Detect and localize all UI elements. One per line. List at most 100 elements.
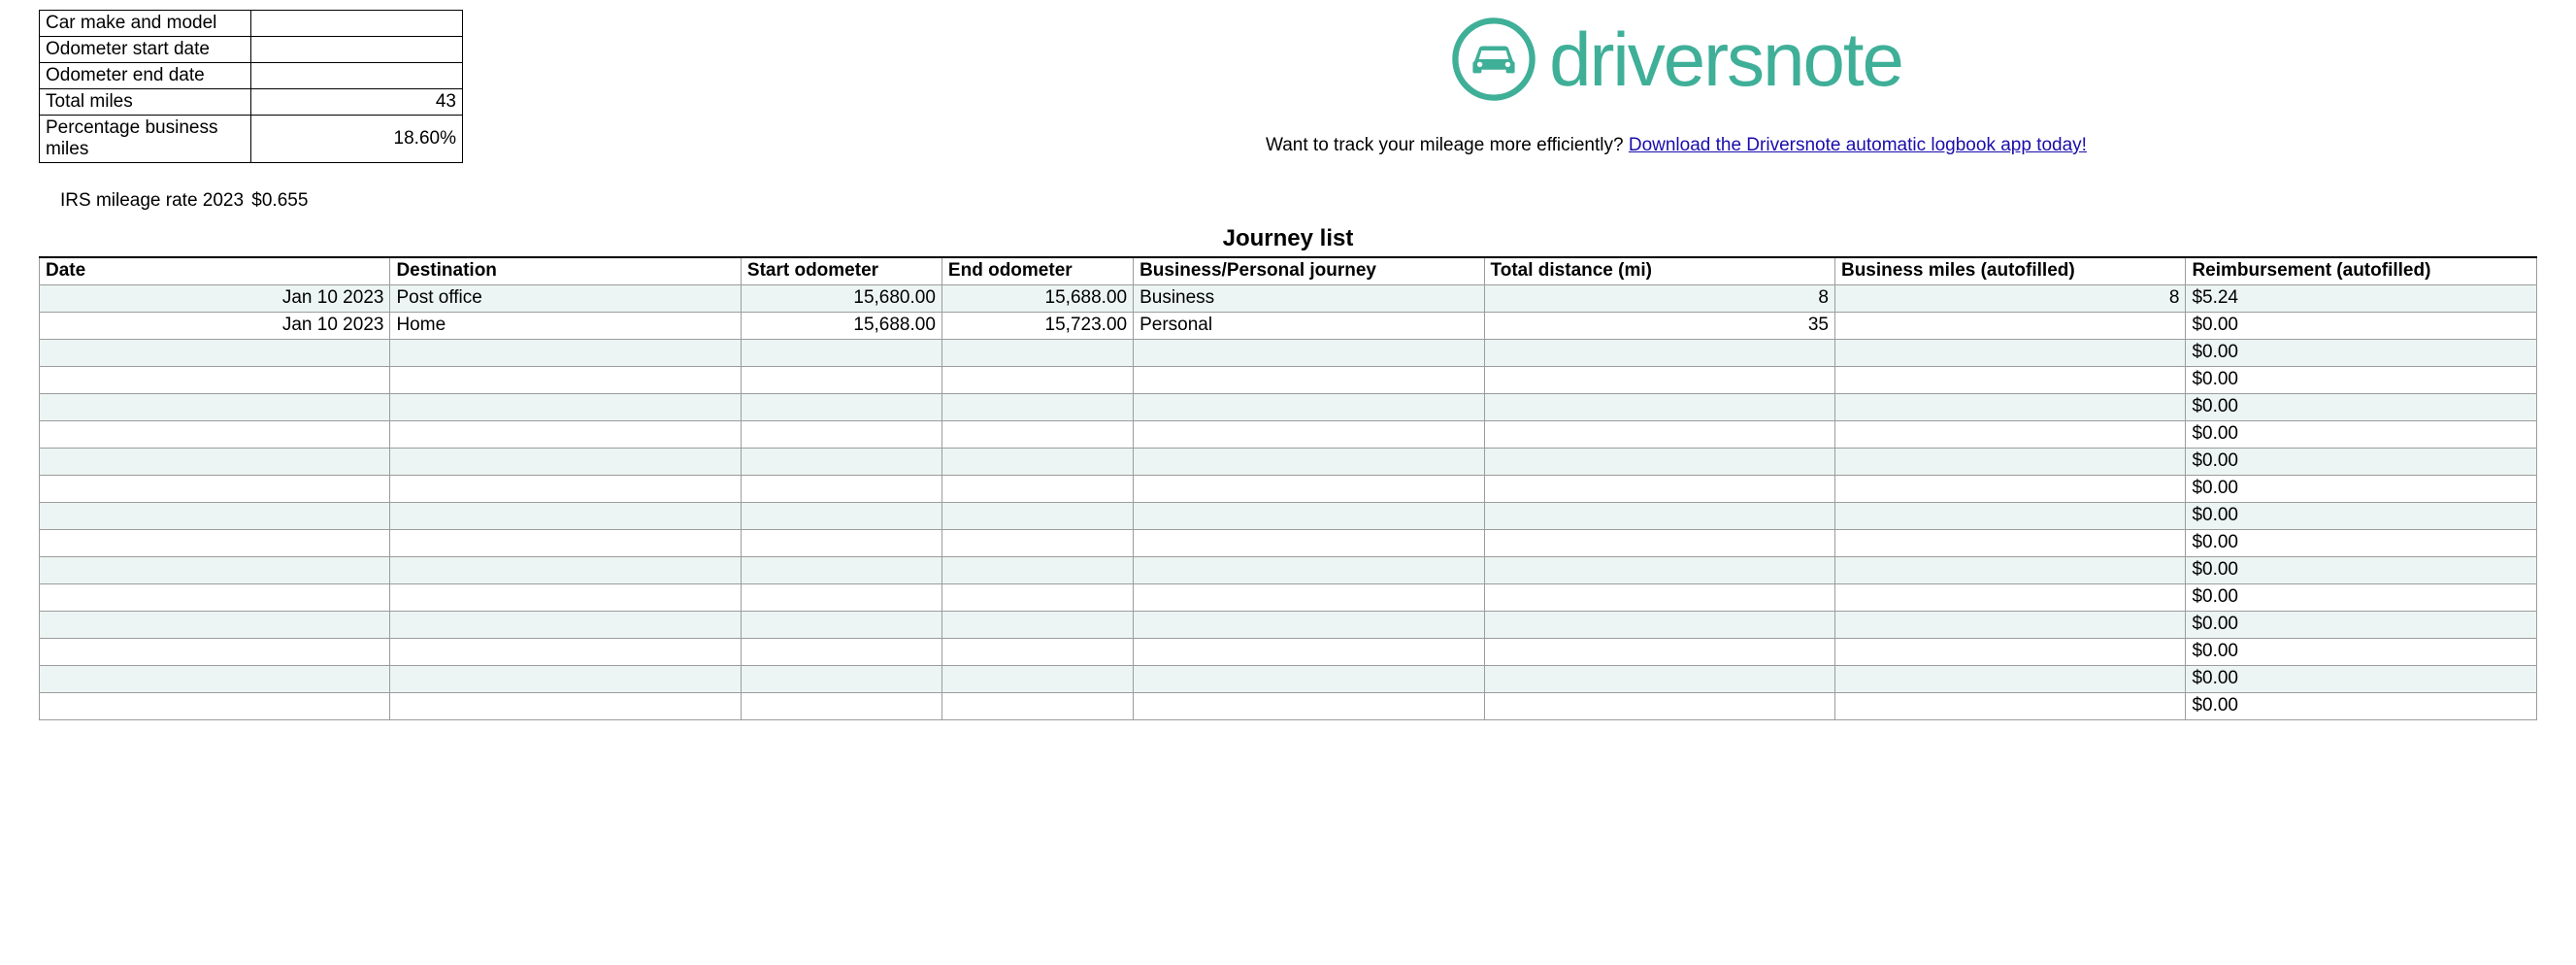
journey-cell-end[interactable] xyxy=(941,366,1133,393)
journey-cell-date[interactable] xyxy=(40,529,390,556)
journey-cell-start[interactable] xyxy=(741,393,941,420)
journey-cell-dest[interactable] xyxy=(390,638,741,665)
journey-cell-type[interactable] xyxy=(1134,420,1484,448)
journey-cell-bmiles[interactable] xyxy=(1834,366,2185,393)
journey-cell-type[interactable] xyxy=(1134,502,1484,529)
journey-cell-start[interactable] xyxy=(741,583,941,611)
journey-cell-start[interactable] xyxy=(741,475,941,502)
journey-cell-date[interactable] xyxy=(40,475,390,502)
journey-cell-dist[interactable] xyxy=(1484,448,1834,475)
journey-cell-reimb[interactable]: $0.00 xyxy=(2186,339,2537,366)
journey-cell-reimb[interactable]: $0.00 xyxy=(2186,556,2537,583)
journey-cell-bmiles[interactable] xyxy=(1834,420,2185,448)
journey-cell-dist[interactable] xyxy=(1484,502,1834,529)
journey-cell-bmiles[interactable] xyxy=(1834,556,2185,583)
journey-cell-type[interactable] xyxy=(1134,475,1484,502)
journey-cell-date[interactable] xyxy=(40,665,390,692)
journey-cell-bmiles[interactable] xyxy=(1834,502,2185,529)
journey-cell-reimb[interactable]: $0.00 xyxy=(2186,611,2537,638)
journey-cell-date[interactable] xyxy=(40,611,390,638)
journey-cell-dest[interactable] xyxy=(390,583,741,611)
journey-cell-reimb[interactable]: $0.00 xyxy=(2186,448,2537,475)
journey-cell-reimb[interactable]: $0.00 xyxy=(2186,529,2537,556)
journey-cell-start[interactable] xyxy=(741,448,941,475)
journey-cell-bmiles[interactable] xyxy=(1834,665,2185,692)
journey-cell-date[interactable] xyxy=(40,556,390,583)
journey-cell-type[interactable] xyxy=(1134,611,1484,638)
journey-cell-dest[interactable]: Post office xyxy=(390,284,741,312)
journey-cell-dest[interactable] xyxy=(390,475,741,502)
journey-cell-dist[interactable] xyxy=(1484,366,1834,393)
journey-cell-dist[interactable] xyxy=(1484,556,1834,583)
journey-cell-bmiles[interactable] xyxy=(1834,393,2185,420)
journey-cell-type[interactable] xyxy=(1134,339,1484,366)
journey-cell-type[interactable] xyxy=(1134,529,1484,556)
journey-cell-reimb[interactable]: $0.00 xyxy=(2186,583,2537,611)
journey-cell-reimb[interactable]: $0.00 xyxy=(2186,502,2537,529)
journey-cell-reimb[interactable]: $0.00 xyxy=(2186,420,2537,448)
journey-cell-dist[interactable]: 8 xyxy=(1484,284,1834,312)
journey-cell-date[interactable] xyxy=(40,339,390,366)
journey-cell-reimb[interactable]: $0.00 xyxy=(2186,638,2537,665)
journey-cell-reimb[interactable]: $0.00 xyxy=(2186,692,2537,719)
journey-cell-dest[interactable] xyxy=(390,393,741,420)
journey-cell-date[interactable] xyxy=(40,638,390,665)
journey-cell-end[interactable] xyxy=(941,665,1133,692)
journey-cell-date[interactable] xyxy=(40,393,390,420)
journey-cell-reimb[interactable]: $0.00 xyxy=(2186,366,2537,393)
journey-cell-dist[interactable] xyxy=(1484,665,1834,692)
info-value-cell[interactable] xyxy=(251,37,463,63)
journey-cell-end[interactable] xyxy=(941,611,1133,638)
journey-cell-dist[interactable] xyxy=(1484,692,1834,719)
journey-cell-bmiles[interactable] xyxy=(1834,475,2185,502)
journey-cell-bmiles[interactable] xyxy=(1834,339,2185,366)
journey-cell-reimb[interactable]: $5.24 xyxy=(2186,284,2537,312)
journey-cell-start[interactable] xyxy=(741,339,941,366)
journey-cell-date[interactable]: Jan 10 2023 xyxy=(40,312,390,339)
journey-cell-start[interactable] xyxy=(741,420,941,448)
journey-cell-dist[interactable] xyxy=(1484,475,1834,502)
journey-cell-end[interactable] xyxy=(941,692,1133,719)
info-value-cell[interactable]: 43 xyxy=(251,89,463,116)
journey-cell-end[interactable] xyxy=(941,475,1133,502)
journey-cell-start[interactable]: 15,680.00 xyxy=(741,284,941,312)
journey-cell-reimb[interactable]: $0.00 xyxy=(2186,475,2537,502)
journey-cell-dist[interactable] xyxy=(1484,339,1834,366)
journey-cell-end[interactable] xyxy=(941,393,1133,420)
journey-cell-type[interactable] xyxy=(1134,393,1484,420)
journey-cell-end[interactable] xyxy=(941,420,1133,448)
journey-cell-start[interactable] xyxy=(741,502,941,529)
journey-cell-dest[interactable] xyxy=(390,502,741,529)
info-value-cell[interactable] xyxy=(251,11,463,37)
journey-cell-date[interactable] xyxy=(40,448,390,475)
journey-cell-reimb[interactable]: $0.00 xyxy=(2186,393,2537,420)
journey-cell-date[interactable] xyxy=(40,502,390,529)
journey-cell-date[interactable] xyxy=(40,420,390,448)
journey-cell-bmiles[interactable] xyxy=(1834,312,2185,339)
journey-cell-start[interactable]: 15,688.00 xyxy=(741,312,941,339)
journey-cell-start[interactable] xyxy=(741,665,941,692)
journey-cell-dest[interactable] xyxy=(390,556,741,583)
journey-cell-dest[interactable] xyxy=(390,448,741,475)
journey-cell-date[interactable] xyxy=(40,366,390,393)
journey-cell-dist[interactable] xyxy=(1484,638,1834,665)
journey-cell-end[interactable] xyxy=(941,448,1133,475)
journey-cell-bmiles[interactable] xyxy=(1834,583,2185,611)
journey-cell-dest[interactable] xyxy=(390,366,741,393)
journey-cell-bmiles[interactable]: 8 xyxy=(1834,284,2185,312)
journey-cell-dist[interactable] xyxy=(1484,529,1834,556)
journey-cell-dest[interactable] xyxy=(390,529,741,556)
journey-cell-bmiles[interactable] xyxy=(1834,692,2185,719)
journey-cell-end[interactable] xyxy=(941,638,1133,665)
journey-cell-reimb[interactable]: $0.00 xyxy=(2186,665,2537,692)
journey-cell-dist[interactable] xyxy=(1484,393,1834,420)
journey-cell-dist[interactable] xyxy=(1484,611,1834,638)
info-value-cell[interactable] xyxy=(251,63,463,89)
journey-cell-start[interactable] xyxy=(741,529,941,556)
journey-cell-type[interactable] xyxy=(1134,692,1484,719)
journey-cell-start[interactable] xyxy=(741,692,941,719)
journey-cell-dist[interactable] xyxy=(1484,583,1834,611)
journey-cell-type[interactable] xyxy=(1134,583,1484,611)
journey-cell-end[interactable]: 15,688.00 xyxy=(941,284,1133,312)
journey-cell-dest[interactable] xyxy=(390,420,741,448)
